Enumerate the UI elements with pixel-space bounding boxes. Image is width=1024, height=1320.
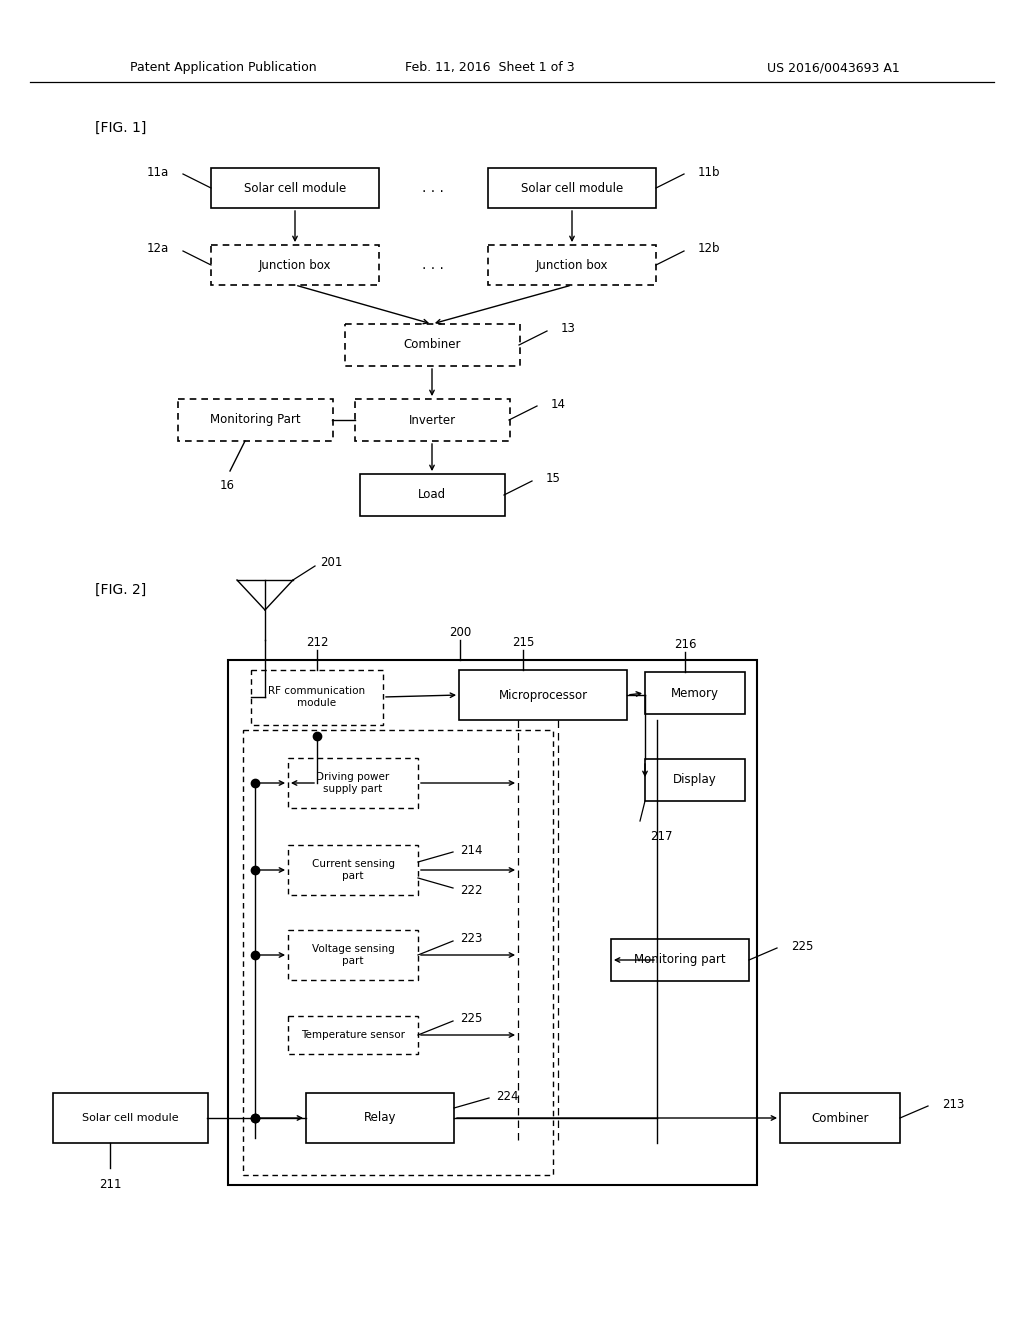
Text: 13: 13	[561, 322, 575, 335]
Text: 14: 14	[551, 397, 566, 411]
Bar	[306, 1093, 454, 1143]
Text: Monitoring Part: Monitoring Part	[210, 413, 300, 426]
Text: [FIG. 2]: [FIG. 2]	[95, 583, 146, 597]
Bar	[645, 759, 745, 801]
Text: Combiner: Combiner	[811, 1111, 868, 1125]
Text: 11a: 11a	[146, 165, 169, 178]
Text: [FIG. 1]: [FIG. 1]	[95, 121, 146, 135]
Bar	[243, 730, 553, 1175]
Bar	[211, 168, 379, 209]
Text: 211: 211	[98, 1177, 121, 1191]
Bar	[355, 399, 510, 441]
Text: 12a: 12a	[146, 243, 169, 256]
Text: US 2016/0043693 A1: US 2016/0043693 A1	[767, 62, 900, 74]
Bar	[288, 931, 418, 979]
Text: 225: 225	[460, 1012, 482, 1026]
Text: RF communication
module: RF communication module	[268, 686, 366, 708]
Bar	[780, 1093, 900, 1143]
Bar	[53, 1093, 208, 1143]
Text: Monitoring part: Monitoring part	[634, 953, 726, 966]
Text: . . .: . . .	[422, 181, 444, 195]
Bar	[459, 671, 627, 719]
Bar	[645, 672, 745, 714]
Text: Memory: Memory	[671, 686, 719, 700]
Text: Temperature sensor: Temperature sensor	[301, 1030, 406, 1040]
Text: 15: 15	[546, 473, 561, 486]
Text: 222: 222	[460, 883, 482, 896]
Text: . . .: . . .	[422, 257, 444, 272]
Text: 12b: 12b	[698, 243, 721, 256]
Text: 224: 224	[496, 1089, 518, 1102]
Bar	[345, 323, 520, 366]
Bar	[488, 246, 656, 285]
Text: 201: 201	[319, 557, 342, 569]
Text: 223: 223	[460, 932, 482, 945]
Bar	[228, 660, 757, 1185]
Text: Display: Display	[673, 774, 717, 787]
Text: 200: 200	[449, 626, 471, 639]
Text: Junction box: Junction box	[536, 259, 608, 272]
Text: Relay: Relay	[364, 1111, 396, 1125]
Bar	[611, 939, 749, 981]
Bar	[360, 474, 505, 516]
Bar	[288, 1016, 418, 1053]
Text: Solar cell module: Solar cell module	[521, 181, 624, 194]
Bar	[288, 845, 418, 895]
Bar	[251, 671, 383, 725]
Text: 225: 225	[791, 940, 813, 953]
Text: Patent Application Publication: Patent Application Publication	[130, 62, 316, 74]
Text: Microprocessor: Microprocessor	[499, 689, 588, 701]
Bar	[211, 246, 379, 285]
Text: Inverter: Inverter	[409, 413, 456, 426]
Text: Feb. 11, 2016  Sheet 1 of 3: Feb. 11, 2016 Sheet 1 of 3	[406, 62, 574, 74]
Bar	[488, 168, 656, 209]
Text: Voltage sensing
part: Voltage sensing part	[311, 944, 394, 966]
Text: 212: 212	[306, 635, 329, 648]
Text: 213: 213	[942, 1097, 965, 1110]
Text: 16: 16	[219, 479, 234, 492]
Text: Solar cell module: Solar cell module	[82, 1113, 178, 1123]
Text: 215: 215	[512, 635, 535, 648]
Text: 217: 217	[650, 829, 673, 842]
Bar	[178, 399, 333, 441]
Text: Driving power
supply part: Driving power supply part	[316, 772, 389, 793]
Text: 214: 214	[460, 843, 482, 857]
Text: Solar cell module: Solar cell module	[244, 181, 346, 194]
Text: Current sensing
part: Current sensing part	[311, 859, 394, 880]
Text: 11b: 11b	[698, 165, 721, 178]
Text: Combiner: Combiner	[403, 338, 461, 351]
Text: 216: 216	[674, 638, 696, 651]
Text: Junction box: Junction box	[259, 259, 331, 272]
Text: Load: Load	[418, 488, 446, 502]
Bar	[288, 758, 418, 808]
